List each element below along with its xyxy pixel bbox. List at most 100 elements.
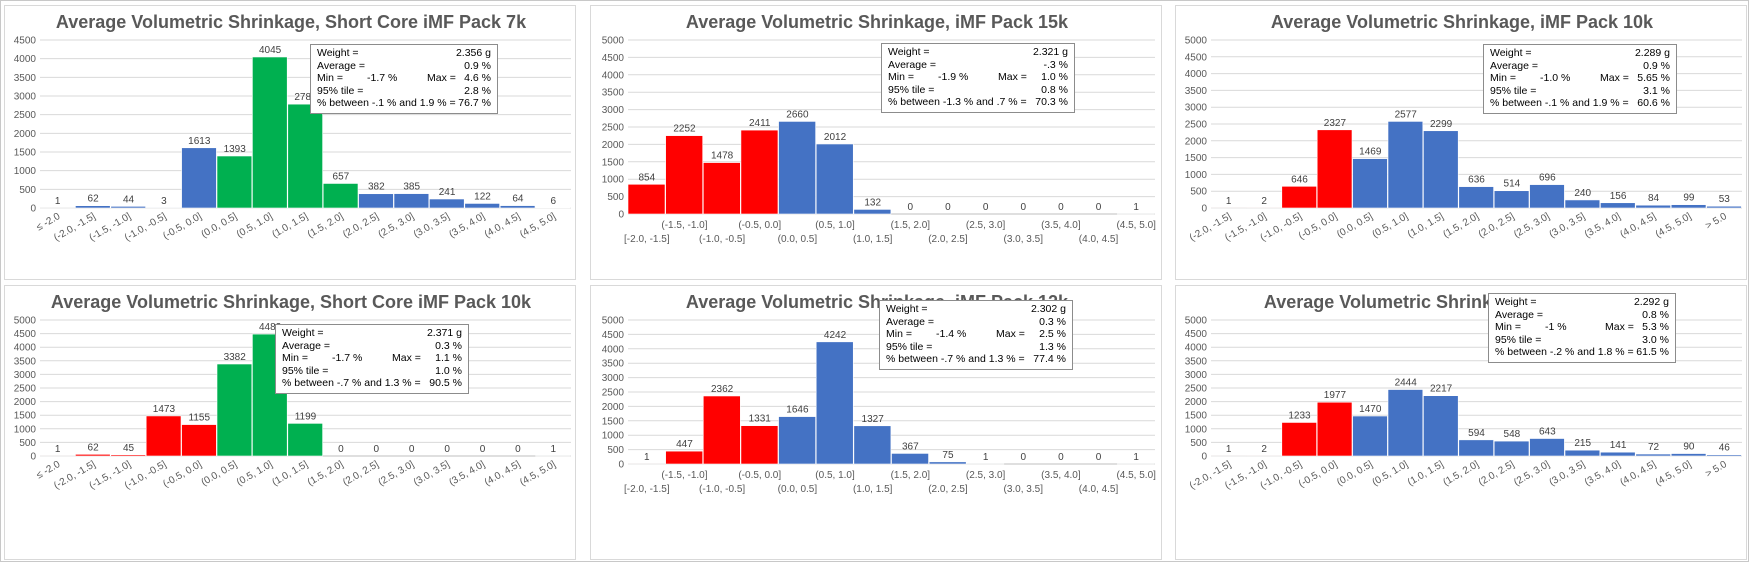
bar-data-label: 1393	[224, 144, 247, 155]
y-tick-label: 3000	[1185, 370, 1208, 381]
y-tick-label: 2000	[14, 129, 37, 140]
x-tick-label: (-0.5, 0.0]	[161, 211, 204, 242]
bar-data-label: 132	[864, 197, 881, 208]
bar-data-label: 46	[1719, 443, 1731, 454]
y-tick-label: 4500	[1185, 329, 1208, 340]
bar-data-label: 2577	[1395, 109, 1418, 120]
histogram-bar	[181, 424, 217, 457]
chart-panel-short-core-7k: Average Volumetric Shrinkage, Short Core…	[4, 5, 576, 280]
x-tick-label: (4.5, 5.0]	[518, 459, 558, 488]
histogram-bar	[702, 395, 741, 465]
histogram-bar	[145, 415, 182, 457]
y-tick-label: 3000	[14, 370, 37, 381]
y-tick-label: 5000	[602, 316, 625, 327]
bar-data-label: 0	[908, 202, 914, 213]
bar-data-label: 385	[403, 182, 420, 193]
bar-data-label: 0	[1020, 452, 1026, 463]
bar-data-label: 1331	[749, 414, 772, 425]
max-label: Max =	[427, 72, 456, 84]
histogram-bar	[1600, 202, 1636, 209]
between-value: 60.6 %	[1637, 97, 1670, 109]
tile-label: 95% tile =	[282, 364, 329, 377]
x-tick-label: (-1.5, -1.0]	[661, 470, 707, 481]
y-tick-label: 1000	[1185, 170, 1208, 181]
histogram-conv-10k: Average Volumetric Shrinkage, Conv Pack …	[1185, 292, 1742, 492]
x-tick-label: (1.5, 2.0]	[891, 470, 931, 481]
between-value: 76.7 %	[458, 97, 491, 109]
x-tick-label: (2.0, 2.5]	[928, 484, 968, 495]
y-tick-label: 500	[607, 192, 624, 203]
histogram-bar	[665, 450, 703, 465]
histogram-bar	[110, 454, 146, 457]
max-value: 1.0 %	[1041, 71, 1068, 83]
x-tick-label: (1.0, 1.5]	[1406, 211, 1446, 240]
x-tick-label: (0.5, 1.0]	[235, 459, 275, 488]
x-tick-label: (-0.5, 0.0]	[161, 459, 204, 490]
x-tick-label: (3.0, 3.5]	[1004, 484, 1044, 495]
bar-data-label: 72	[1648, 442, 1660, 453]
histogram-bar	[1706, 454, 1742, 457]
x-tick-label: (3.0, 3.5]	[1548, 211, 1588, 240]
between-value: 77.4 %	[1033, 353, 1066, 365]
chart-panel-imf-12k: Average Volumetric Shrinkage, iMF Pack 1…	[590, 285, 1162, 560]
histogram-bar	[1387, 121, 1424, 209]
chart-panel-imf-10k: Average Volumetric Shrinkage, iMF Pack 1…	[1175, 5, 1747, 280]
x-tick-label: (0.0, 0.5]	[1335, 459, 1375, 488]
bar-data-label: 2362	[711, 384, 734, 395]
x-tick-label: (2.5, 3.0]	[377, 211, 417, 240]
bar-data-label: 1470	[1359, 404, 1382, 415]
weight-value: 2.302 g	[1030, 303, 1066, 315]
x-tick-label: (2.5, 3.0]	[1512, 211, 1552, 240]
x-tick-label: (3.5, 4.0]	[1583, 459, 1623, 488]
bar-data-label: 447	[676, 439, 693, 450]
between-value: 61.5 %	[1636, 346, 1669, 358]
histogram-bar	[252, 56, 288, 209]
bar-data-label: 548	[1504, 429, 1521, 440]
y-tick-label: 3000	[602, 105, 625, 116]
bar-data-label: 2327	[1324, 118, 1347, 129]
x-tick-label: (0.5, 1.0]	[235, 211, 275, 240]
histogram-bar	[1387, 389, 1424, 457]
bar-data-label: 1613	[188, 136, 211, 147]
bar-data-label: 0	[1096, 452, 1102, 463]
y-tick-label: 0	[1201, 452, 1207, 463]
bar-data-label: 1646	[786, 405, 809, 416]
chart-panel-conv-10k: Average Volumetric Shrinkage, Conv Pack …	[1175, 285, 1747, 560]
chart-title: Average Volumetric Shrinkage, Short Core…	[56, 12, 527, 32]
bar-data-label: 1	[1226, 444, 1232, 455]
y-tick-label: 500	[1190, 438, 1207, 449]
tile-label: 95% tile =	[888, 83, 935, 96]
x-tick-label: (4.0, 4.5]	[1079, 234, 1119, 245]
y-tick-label: 1500	[1185, 153, 1208, 164]
histogram-imf-12k: Average Volumetric Shrinkage, iMF Pack 1…	[602, 292, 1156, 495]
bar-data-label: 2782	[294, 92, 317, 103]
tile-value: 0.8 %	[1041, 83, 1068, 96]
bar-data-label: 0	[409, 444, 415, 455]
max-value: 2.5 %	[1039, 328, 1066, 340]
histogram-bar	[778, 416, 816, 465]
chart-panel-imf-15k: Average Volumetric Shrinkage, iMF Pack 1…	[590, 5, 1162, 280]
histogram-bar	[1564, 199, 1601, 209]
bar-data-label: 75	[942, 450, 954, 461]
histogram-bar	[702, 162, 741, 215]
y-tick-label: 4000	[602, 70, 625, 81]
y-tick-label: 0	[618, 210, 624, 221]
x-tick-label: (3.0, 3.5]	[1004, 234, 1044, 245]
y-tick-label: 500	[19, 438, 36, 449]
y-tick-label: 0	[618, 460, 624, 471]
x-tick-label: (0.0, 0.5]	[200, 211, 240, 240]
max-label: Max =	[392, 352, 421, 364]
min-label: Min =	[886, 328, 912, 340]
histogram-bar	[1635, 453, 1671, 457]
x-tick-label: (2.0, 2.5]	[928, 234, 968, 245]
y-tick-label: 1000	[1185, 424, 1208, 435]
bar-data-label: 90	[1683, 442, 1695, 453]
stats-box: Weight = 2.289 g Average = 0.9 % Min = -1.0…	[1483, 44, 1677, 114]
bar-data-label: 382	[368, 182, 385, 193]
min-label: Min =	[282, 352, 308, 364]
y-tick-label: 2500	[14, 110, 37, 121]
y-tick-label: 3500	[1185, 356, 1208, 367]
bar-data-label: 2444	[1395, 378, 1418, 389]
histogram-bar	[1423, 395, 1459, 457]
